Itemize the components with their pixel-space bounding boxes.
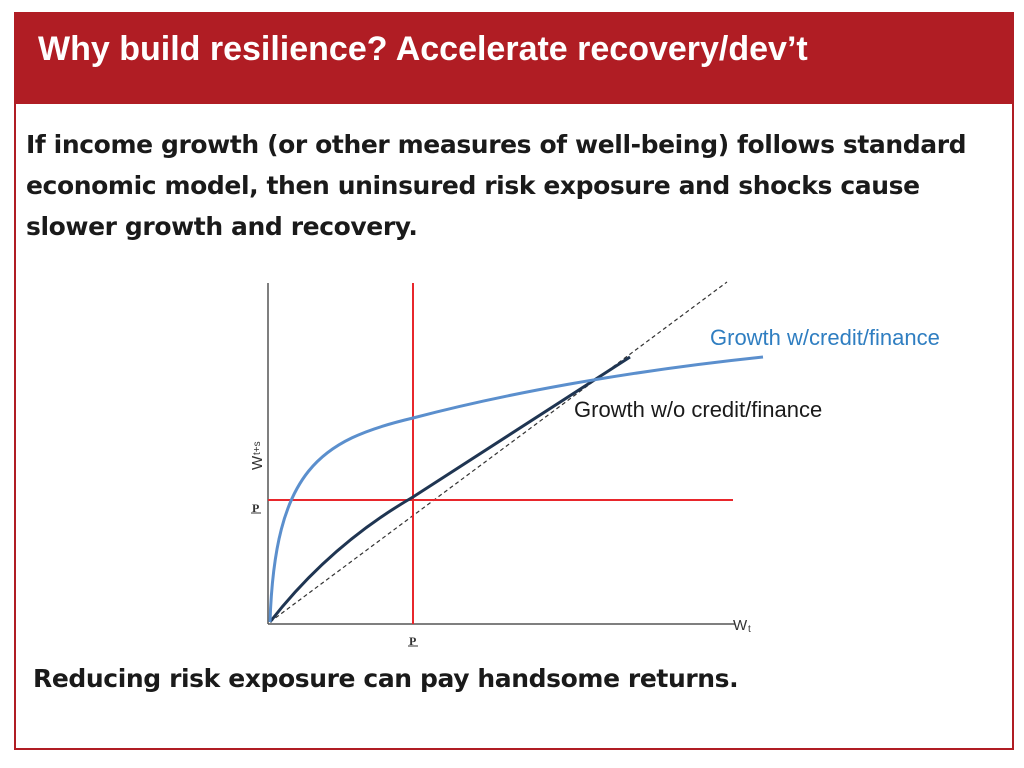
slide-title: Why build resilience? Accelerate recover…: [38, 30, 808, 68]
title-bar: [14, 12, 1014, 104]
growth-with-credit-curve: [268, 355, 764, 623]
growth-with-credit-label: Growth w/credit/finance: [710, 325, 940, 350]
conclusion-text: Reducing risk exposure can pay handsome …: [33, 664, 739, 693]
slide-frame: [14, 12, 1014, 750]
threshold-x-tick-label: P: [409, 634, 416, 648]
svg-text:W: W: [733, 617, 748, 634]
svg-text:t: t: [748, 624, 751, 635]
growth-without-credit-label: Growth w/o credit/finance: [574, 397, 822, 422]
svg-text:W: W: [249, 455, 266, 470]
x-axis-label: W t: [733, 617, 751, 635]
threshold-y-tick-label: P: [252, 501, 259, 515]
growth-without-credit-curve: [268, 355, 631, 623]
svg-text:t+s: t+s: [252, 441, 263, 455]
45-degree-line: [269, 281, 728, 623]
y-axis-label: W t+s: [249, 441, 266, 470]
intro-paragraph: If income growth (or other measures of w…: [26, 130, 967, 241]
